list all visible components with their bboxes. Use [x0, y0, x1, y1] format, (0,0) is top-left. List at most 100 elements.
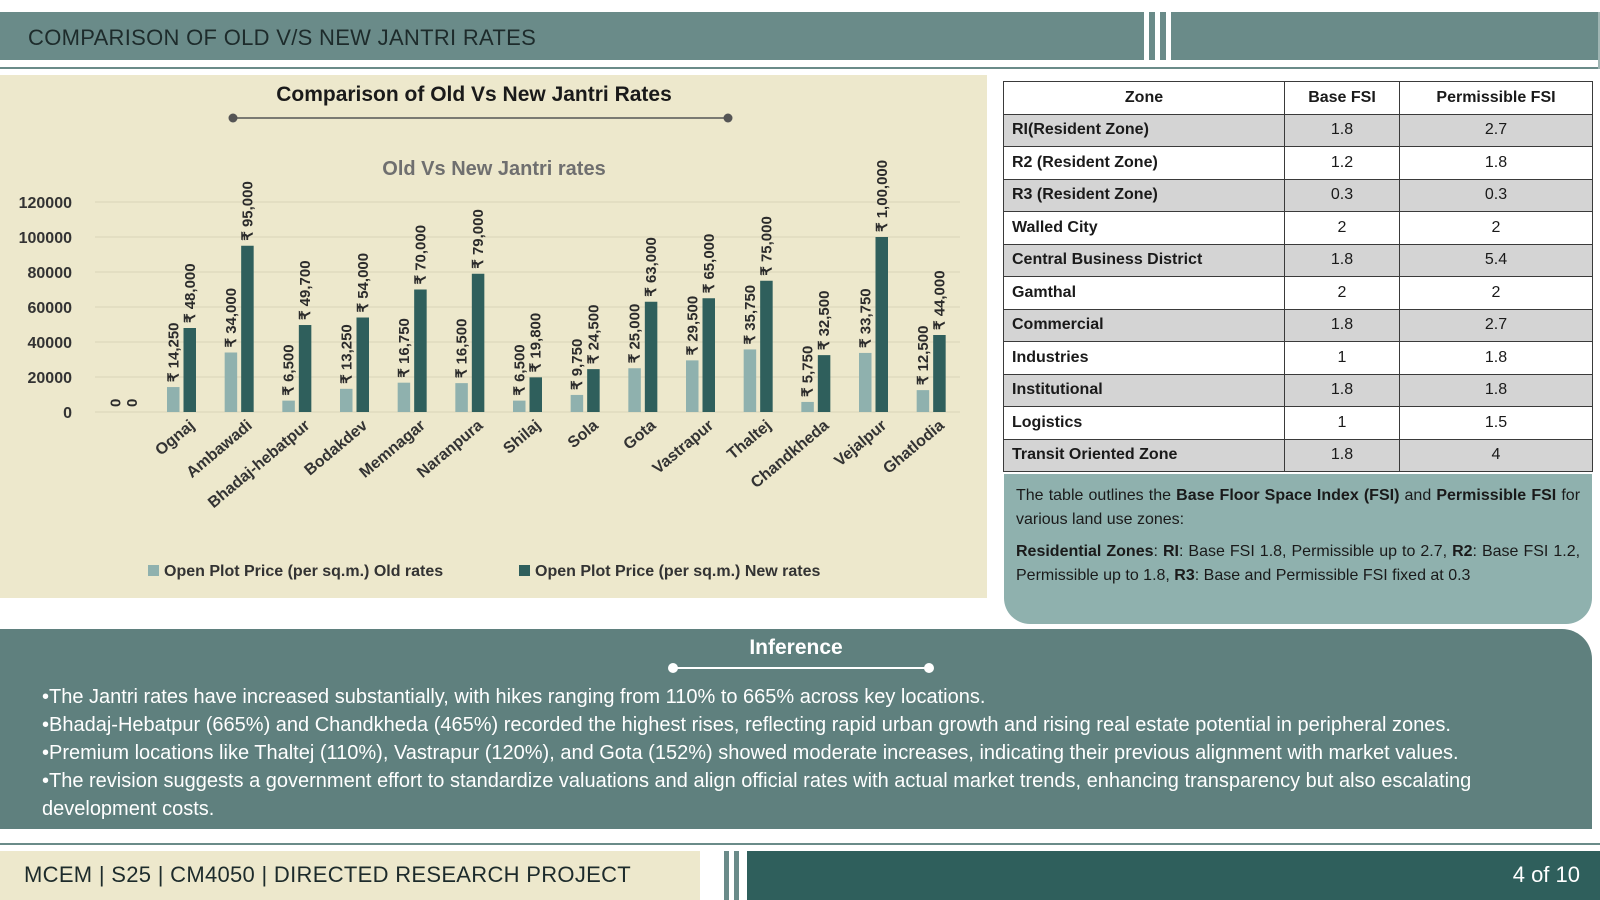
bar-new-rate	[587, 369, 600, 412]
base-fsi-cell: 1.2	[1284, 146, 1400, 180]
inference-rule	[672, 667, 930, 669]
base-fsi-cell: 1.8	[1284, 243, 1400, 277]
data-label: ₹ 5,750	[800, 346, 817, 397]
page-title: COMPARISON OF OLD V/S NEW JANTRI RATES	[28, 25, 537, 50]
bar-new-rate	[702, 298, 715, 412]
bar-old-rate	[167, 387, 180, 412]
table-row: Commercial 1.8 2.7	[1003, 308, 1593, 342]
bar-old-rate	[801, 401, 814, 412]
bar-old-rate	[859, 352, 872, 412]
x-tick-label: Ognaj	[152, 417, 198, 459]
data-label: 0	[124, 399, 141, 407]
data-label: 0	[108, 399, 125, 407]
data-label: ₹ 95,000	[239, 181, 256, 241]
data-label: ₹ 9,750	[569, 339, 586, 390]
legend-swatch	[519, 565, 530, 576]
data-label: ₹ 6,500	[281, 344, 298, 395]
data-label: ₹ 19,800	[528, 313, 545, 373]
permissible-fsi-cell: 1.5	[1399, 406, 1593, 440]
data-label: ₹ 54,000	[355, 253, 372, 313]
chart-panel: Comparison of Old Vs New Jantri Rates Ol…	[0, 75, 987, 598]
permissible-fsi-cell: 4	[1399, 438, 1593, 472]
zone-cell: Industries	[1003, 341, 1285, 375]
y-tick-label: 20000	[28, 370, 73, 387]
x-tick-label: Ghatlodia	[880, 417, 948, 478]
base-fsi-cell: 0.3	[1284, 178, 1400, 212]
col-base-fsi: Base FSI	[1284, 81, 1400, 115]
legend: Open Plot Price (per sq.m.) Old rates Ope…	[148, 563, 821, 580]
table-header-row: Zone Base FSI Permissible FSI	[1003, 81, 1593, 115]
x-tick-label: Vejalpur	[831, 417, 890, 470]
y-tick-label: 100000	[19, 230, 72, 247]
legend-label: Open Plot Price (per sq.m.) Old rates	[164, 563, 443, 580]
zone-cell: Transit Oriented Zone	[1003, 438, 1285, 472]
data-label: ₹ 16,750	[396, 318, 413, 378]
data-label: ₹ 1,00,000	[874, 160, 891, 232]
col-permissible-fsi: Permissible FSI	[1399, 81, 1593, 115]
zone-cell: Gamthal	[1003, 276, 1285, 310]
x-tick-label: Vastrapur	[650, 417, 717, 477]
desc-paragraph-1: The table outlines the Base Floor Space …	[1016, 487, 1581, 528]
table-row: RI(Resident Zone) 1.8 2.7	[1003, 113, 1593, 147]
zone-cell: R3 (Resident Zone)	[1003, 178, 1285, 212]
data-label: ₹ 70,000	[412, 225, 429, 285]
bar-old-rate	[397, 382, 411, 412]
zone-cell: Logistics	[1003, 406, 1285, 440]
bar-old-rate	[570, 394, 584, 412]
data-label: ₹ 34,000	[223, 288, 240, 348]
data-label: ₹ 75,000	[758, 216, 775, 276]
footer-left-band	[0, 851, 700, 900]
permissible-fsi-cell: 2	[1399, 276, 1593, 310]
permissible-fsi-cell: 1.8	[1399, 373, 1593, 407]
x-tick-label: Sola	[565, 417, 602, 452]
base-fsi-cell: 2	[1284, 276, 1400, 310]
bar-old-rate	[455, 383, 468, 412]
base-fsi-cell: 1.8	[1284, 308, 1400, 342]
permissible-fsi-cell: 1.8	[1399, 146, 1593, 180]
header-stripes	[1140, 12, 1190, 60]
data-label: ₹ 12,500	[915, 326, 932, 386]
y-tick-label: 80000	[28, 265, 73, 282]
bar-chart: Comparison of Old Vs New Jantri Rates Ol…	[19, 83, 960, 580]
inference-rule-dot-right	[924, 663, 934, 673]
header-divider	[0, 67, 1600, 69]
bar-new-rate	[471, 273, 485, 412]
bar-old-rate	[916, 390, 930, 412]
table-row: R3 (Resident Zone) 0.3 0.3	[1003, 178, 1593, 212]
bar-old-rate	[513, 400, 526, 412]
footer-stripes	[722, 851, 747, 900]
bar-new-rate	[298, 325, 312, 412]
inference-title: Inference	[749, 636, 843, 659]
bar-new-rate	[529, 377, 542, 412]
x-tick-label: Thaltej	[724, 417, 774, 463]
data-label: ₹ 44,000	[931, 270, 948, 330]
x-tick-label: Bhadaj-hebatpur	[205, 417, 313, 512]
permissible-fsi-cell: 2.7	[1399, 113, 1593, 147]
footer-right-band	[747, 851, 1600, 900]
data-label: ₹ 24,500	[585, 305, 602, 365]
legend-swatch	[148, 565, 159, 576]
title-rule-dot-right	[723, 113, 733, 123]
bar-old-rate	[743, 349, 757, 412]
permissible-fsi-cell: 0.3	[1399, 178, 1593, 212]
bar-old-rate	[686, 360, 699, 412]
x-axis: OgnajAmbawadiBhadaj-hebatpurBodakdevMemn…	[152, 417, 947, 512]
zone-cell: Walled City	[1003, 211, 1285, 245]
desc-paragraph-2: Residential Zones: RI: Base FSI 1.8, Per…	[1016, 543, 1581, 584]
bar-new-rate	[760, 280, 773, 412]
data-label: ₹ 48,000	[182, 263, 199, 323]
table-row: Walled City 2 2	[1003, 211, 1593, 245]
fsi-table: Zone Base FSI Permissible FSI RI(Residen…	[1003, 81, 1593, 472]
permissible-fsi-cell: 1.8	[1399, 341, 1593, 375]
bar-new-rate	[817, 355, 831, 412]
table-row: Institutional 1.8 1.8	[1003, 373, 1593, 407]
footer-course-label: MCEM | S25 | CM4050 | DIRECTED RESEARCH …	[24, 862, 632, 887]
permissible-fsi-cell: 2.7	[1399, 308, 1593, 342]
inference-point: •The revision suggests a government effo…	[42, 770, 1472, 820]
y-tick-label: 0	[63, 405, 72, 422]
bar-old-rate	[340, 388, 353, 412]
data-label: ₹ 14,250	[165, 322, 182, 382]
data-label: ₹ 63,000	[643, 237, 660, 297]
table-row: Central Business District 1.8 5.4	[1003, 243, 1593, 277]
table-row: Transit Oriented Zone 1.8 4	[1003, 438, 1593, 472]
